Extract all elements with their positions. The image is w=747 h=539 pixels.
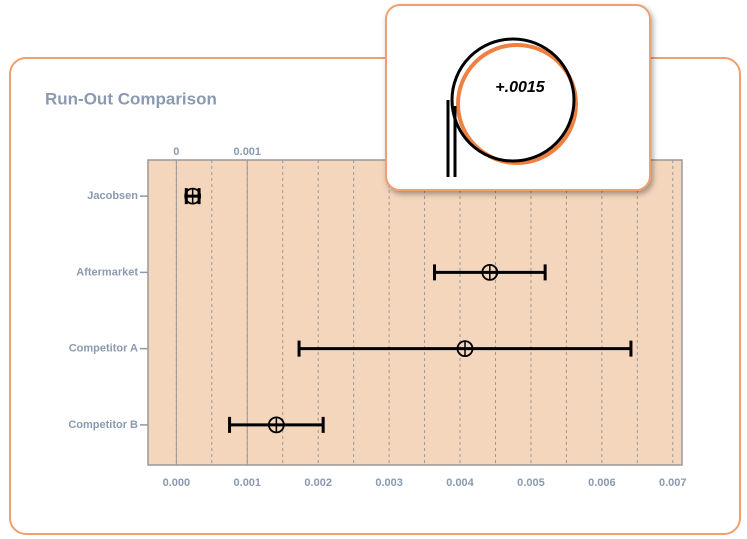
x-tick-label: 0.007 [659, 477, 687, 489]
inset-circle-black [450, 37, 576, 163]
x2-tick-label: 0 [173, 146, 179, 158]
y-tick-label: Jacobsen [87, 190, 138, 202]
inset-card [385, 4, 651, 191]
inset-circle-orange [456, 43, 578, 165]
x-tick-label: 0.006 [588, 477, 616, 489]
x-tick-label: 0.002 [304, 477, 332, 489]
y-tick-label: Competitor A [69, 343, 138, 355]
x-tick-label: 0.004 [446, 477, 474, 489]
x-tick-label: 0.003 [375, 477, 403, 489]
y-tick-label: Aftermarket [76, 266, 138, 278]
inset [385, 4, 651, 191]
y-tick-label: Competitor B [68, 419, 138, 431]
x2-tick-label: 0.001 [234, 146, 262, 158]
plot-area [148, 160, 682, 465]
chart-title: Run-Out Comparison [45, 89, 217, 108]
x-tick-label: 0.000 [163, 477, 191, 489]
x-tick-label: 0.005 [517, 477, 545, 489]
x-tick-label: 0.001 [234, 477, 262, 489]
annotation: +.0015 [495, 79, 545, 96]
